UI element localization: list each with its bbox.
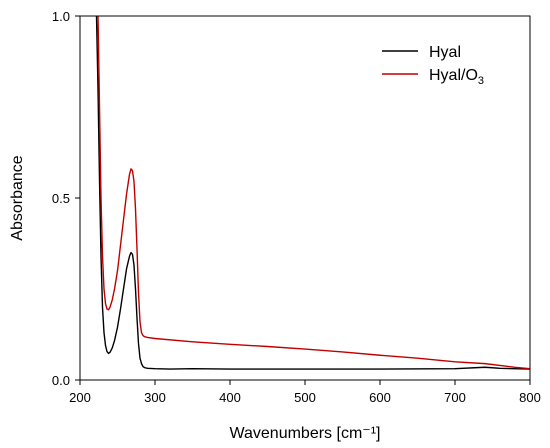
x-tick-label: 400 <box>219 390 241 405</box>
plot-frame <box>79 15 531 381</box>
legend-label: Hyal/O3 <box>429 67 484 87</box>
x-tick-label: 200 <box>69 390 91 405</box>
legend-label-text: Hyal/O <box>429 67 478 84</box>
y-tick-label: 0.0 <box>52 373 70 388</box>
x-tick-label: 700 <box>444 390 466 405</box>
legend-label-subscript: 3 <box>478 75 484 87</box>
axis-ticks: 200 300 400 500 600 700 800 0.0 0.5 1.0 <box>52 9 541 405</box>
legend: Hyal Hyal/O3 <box>382 44 484 87</box>
series-line-1 <box>97 15 531 370</box>
x-tick-label: 800 <box>519 390 541 405</box>
y-axis-title: Absorbance <box>9 155 26 240</box>
x-tick-label: 500 <box>294 390 316 405</box>
legend-label: Hyal <box>429 44 461 61</box>
series-line-0 <box>95 15 531 370</box>
legend-label-text: Hyal <box>429 44 461 61</box>
y-tick-label: 1.0 <box>52 9 70 24</box>
series-layer <box>95 15 531 370</box>
x-tick-label: 300 <box>144 390 166 405</box>
x-axis-title: Wavenumbers [cm⁻¹] <box>230 425 381 442</box>
x-tick-label: 600 <box>369 390 391 405</box>
y-tick-label: 0.5 <box>52 191 70 206</box>
